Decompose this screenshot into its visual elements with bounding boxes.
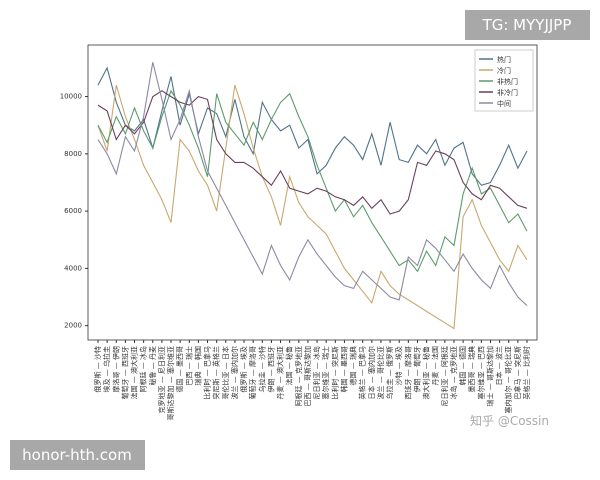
x-tick-label: 英格兰 — 巴拿马 <box>358 346 367 399</box>
x-tick-label: 冰岛 — 克罗地亚 <box>449 346 458 399</box>
x-tick-label: 丹麦 — 法国 <box>431 346 440 385</box>
top-watermark: TG: MYYJJPP <box>482 16 572 34</box>
y-tick-label: 8000 <box>64 150 82 158</box>
x-tick-label: 波兰 — 塞内加尔 <box>230 346 239 399</box>
x-tick-label: 塞尔维亚 — 瑞士 <box>321 346 330 399</box>
legend-label: 中间 <box>497 99 511 108</box>
line-series <box>97 90 528 215</box>
x-tick-label: 葡萄牙 — 西班牙 <box>120 346 129 399</box>
x-tick-label: 西班牙 — 摩洛哥 <box>403 346 412 399</box>
line-series <box>97 84 528 330</box>
x-tick-label: 阿根廷 — 克罗地亚 <box>294 346 303 406</box>
x-tick-label: 巴西 — 哥斯达黎加 <box>303 346 312 406</box>
x-tick-label: 韩国 — 德国 <box>458 346 467 385</box>
x-tick-label: 巴西 — 瑞士 <box>184 346 193 385</box>
x-tick-label: 乌拉圭 — 沙特 <box>257 346 266 392</box>
x-tick-label: 塞内加尔 — 哥伦比亚 <box>504 346 513 413</box>
x-tick-label: 德国 — 瑞典 <box>349 346 358 385</box>
x-tick-label: 乌拉圭 — 俄罗斯 <box>385 346 394 399</box>
y-tick-label: 4000 <box>64 264 82 272</box>
x-tick-label: 波兰 — 哥伦比亚 <box>376 346 385 399</box>
x-tick-label: 伊朗 — 葡萄牙 <box>412 346 421 392</box>
x-tick-label: 俄罗斯 — 沙特 <box>93 346 102 392</box>
x-tick-label: 突尼斯 — 英格兰 <box>212 346 221 399</box>
x-tick-label: 法国 — 澳大利亚 <box>130 346 139 399</box>
y-tick-label: 6000 <box>64 207 82 215</box>
x-tick-label: 葡萄牙 — 摩洛哥 <box>248 346 257 399</box>
x-tick-label: 秘鲁 — 丹麦 <box>148 346 157 385</box>
x-tick-label: 尼日利亚 — 阿根廷 <box>440 346 449 406</box>
x-tick-label: 摩洛哥 — 伊朗 <box>111 346 120 392</box>
legend-label: 冷门 <box>497 66 511 75</box>
x-tick-label: 比利时 — 突尼斯 <box>330 346 339 399</box>
bottom-watermark: honor-hth.com <box>22 446 132 464</box>
line-series <box>97 62 528 306</box>
x-tick-label: 克罗地亚 — 尼日利亚 <box>157 346 166 413</box>
legend-label: 非冷门 <box>497 88 518 97</box>
line-series <box>97 66 528 186</box>
x-tick-label: 丹麦 — 澳大利亚 <box>276 346 285 399</box>
x-tick-label: 哥斯达黎加 — 塞尔维亚 <box>166 346 175 420</box>
legend-label: 热门 <box>497 55 511 64</box>
y-tick-label: 10000 <box>60 93 82 101</box>
x-tick-label: 墨西哥 — 瑞典 <box>467 346 476 392</box>
x-tick-label: 沙特 — 埃及 <box>394 346 403 385</box>
y-tick-label: 2000 <box>64 322 82 330</box>
x-tick-label: 巴拿马 — 突尼斯 <box>513 346 522 399</box>
x-tick-label: 哥伦比亚 — 日本 <box>221 346 230 399</box>
x-tick-label: 日本 — 波兰 <box>495 346 504 385</box>
x-tick-label: 德国 — 墨西哥 <box>175 346 184 392</box>
legend-label: 非热门 <box>497 77 518 86</box>
x-tick-label: 韩国 — 墨西哥 <box>339 346 348 392</box>
x-tick-label: 英格兰 — 比利时 <box>522 346 531 399</box>
x-tick-label: 法国 — 秘鲁 <box>285 346 294 385</box>
x-tick-label: 阿根廷 — 冰岛 <box>139 346 148 392</box>
watermark-box <box>465 10 590 40</box>
x-tick-label: 澳大利亚 — 秘鲁 <box>422 346 431 399</box>
x-tick-label: 比利时 — 巴拿马 <box>203 346 212 399</box>
x-tick-label: 瑞士 — 哥斯达黎加 <box>485 346 494 406</box>
x-tick-label: 尼日利亚 — 冰岛 <box>312 346 321 399</box>
credit-watermark: 知乎 @Cossin <box>470 414 549 428</box>
x-tick-label: 伊朗 — 西班牙 <box>266 346 275 392</box>
x-tick-label: 塞尔维亚 — 巴西 <box>476 346 485 399</box>
x-tick-label: 瑞典 — 韩国 <box>193 346 202 385</box>
plot-frame <box>87 44 538 341</box>
watermark-box <box>10 440 145 470</box>
x-tick-label: 日本 — 塞内加尔 <box>367 346 376 399</box>
x-tick-label: 埃及 — 乌拉圭 <box>102 346 111 392</box>
x-tick-label: 俄罗斯 — 埃及 <box>239 346 248 392</box>
